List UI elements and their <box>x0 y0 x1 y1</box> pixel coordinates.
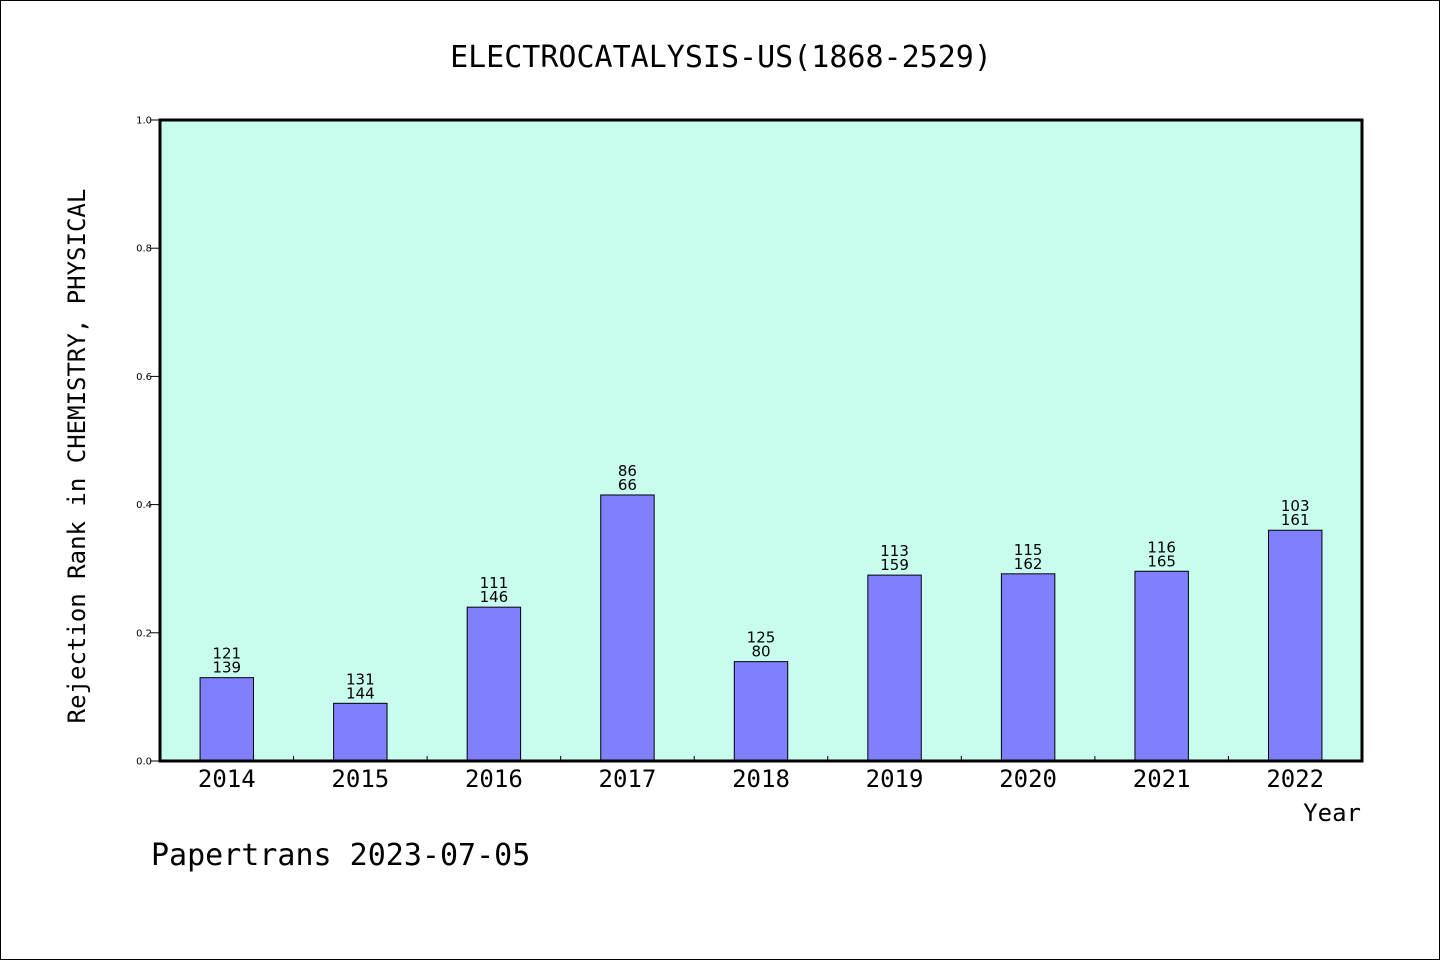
bar-label-bottom: 161 <box>1281 511 1310 529</box>
chart-title: ELECTROCATALYSIS-US(1868-2529) <box>450 40 992 75</box>
bar-label-bottom: 144 <box>346 684 375 702</box>
bar-label-bottom: 165 <box>1147 552 1176 570</box>
bar-2018 <box>733 661 789 762</box>
bar-2014 <box>199 677 254 762</box>
x-axis-ticks: 2014 2015 2016 2017 2018 2019 2020 2021 2022 <box>198 756 1324 793</box>
bar-label-bottom: 80 <box>751 643 770 661</box>
x-tick-label: 2016 <box>465 765 523 793</box>
bar-label-bottom: 159 <box>880 556 909 574</box>
bar-2017 <box>600 494 655 762</box>
bar-label-top: 131 <box>346 670 375 688</box>
bar-label-bottom: 139 <box>212 659 241 677</box>
bar-label-top: 86 <box>618 462 637 480</box>
bar-label-top: 113 <box>880 542 909 560</box>
bar-2020 <box>1000 573 1056 762</box>
y-tick-label: 0.6 <box>136 372 152 383</box>
bar-2019 <box>867 574 922 762</box>
bar-label-bottom: 146 <box>480 588 509 606</box>
bar-label-top: 103 <box>1281 497 1310 515</box>
bar-label-top: 125 <box>747 629 776 647</box>
bar-2021 <box>1134 570 1189 762</box>
bar-label-bottom: 66 <box>618 476 637 494</box>
x-tick-label: 2018 <box>732 765 790 793</box>
y-tick-label: 1.0 <box>136 116 152 127</box>
y-tick-label: 0.8 <box>136 244 152 255</box>
x-tick-label: 2019 <box>866 765 924 793</box>
x-tick-label: 2020 <box>999 765 1057 793</box>
x-tick-label: 2021 <box>1133 765 1191 793</box>
plot-border <box>158 118 1364 763</box>
y-axis-label: Rejection Rank in CHEMISTRY, PHYSICAL <box>63 189 91 724</box>
bar-2016 <box>466 606 522 762</box>
bar-label-top: 115 <box>1014 541 1043 559</box>
footer-credit: Papertrans 2023-07-05 <box>151 838 530 873</box>
bar-2022 <box>1268 529 1323 762</box>
bar-2015 <box>333 702 388 762</box>
bar-label-top: 116 <box>1147 538 1176 556</box>
x-tick-label: 2017 <box>599 765 657 793</box>
x-axis-label: Year <box>1303 799 1361 827</box>
x-tick-label: 2015 <box>331 765 389 793</box>
bar-label-bottom: 162 <box>1014 555 1043 573</box>
x-tick-label: 2022 <box>1266 765 1324 793</box>
bar-label-top: 111 <box>480 574 509 592</box>
bar-label-top: 121 <box>212 645 241 663</box>
y-axis-ticks: 0.0 0.2 0.4 0.6 0.8 1.0 <box>136 116 160 768</box>
y-tick-label: 0.4 <box>136 500 152 511</box>
y-tick-label: 0.2 <box>136 628 152 639</box>
x-tick-label: 2014 <box>198 765 256 793</box>
y-tick-label: 0.0 <box>136 757 152 768</box>
